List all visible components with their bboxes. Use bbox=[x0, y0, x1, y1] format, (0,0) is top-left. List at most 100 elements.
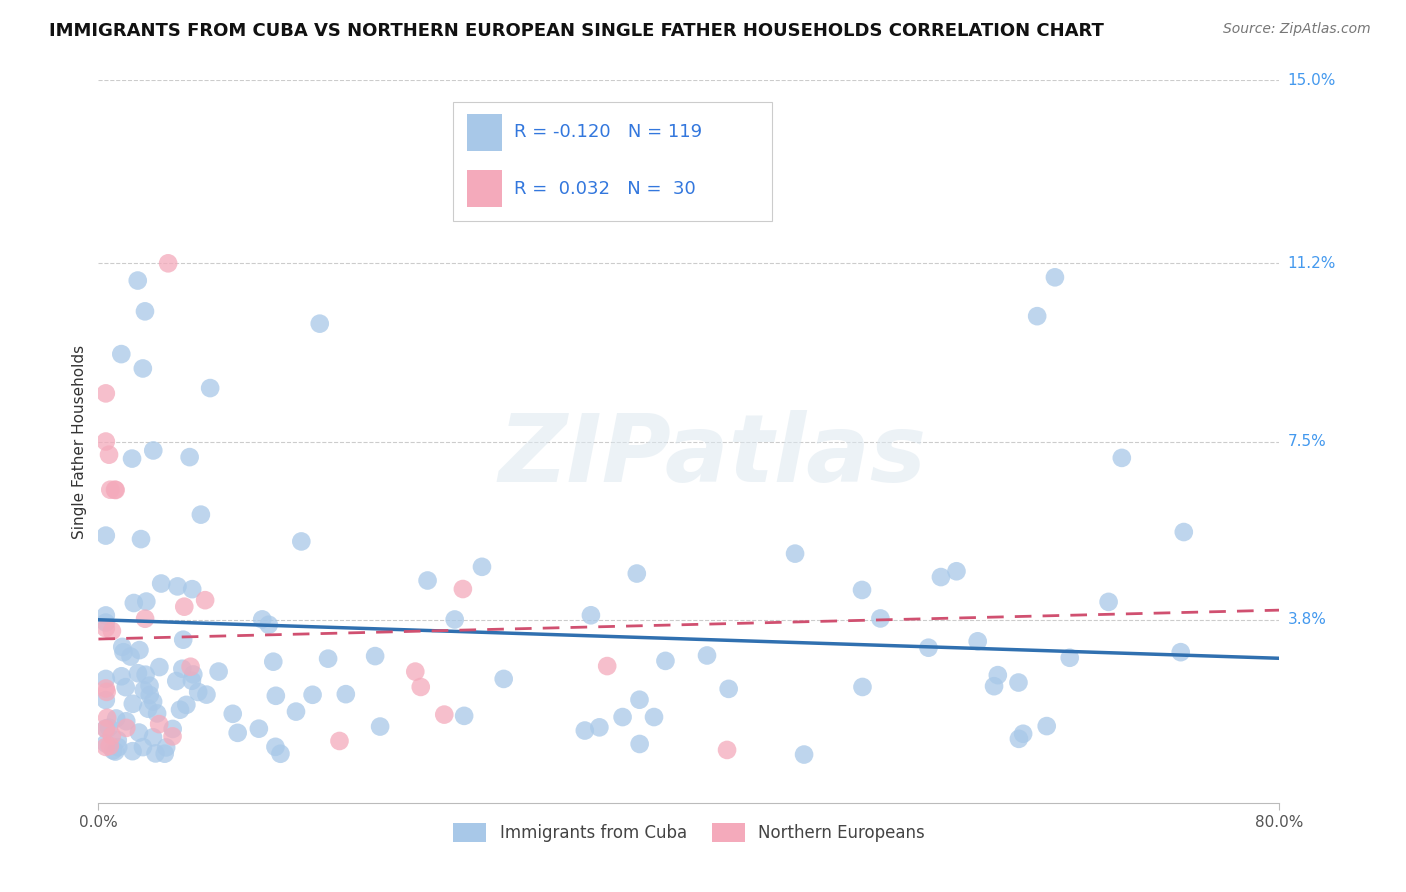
Bar bbox=[467, 113, 502, 151]
Point bbox=[929, 570, 952, 584]
Point bbox=[308, 317, 330, 331]
Point bbox=[222, 706, 245, 721]
Point bbox=[1026, 309, 1049, 323]
Point bbox=[145, 747, 167, 761]
Point bbox=[101, 729, 124, 743]
Point bbox=[96, 685, 118, 699]
Text: 3.8%: 3.8% bbox=[1288, 612, 1327, 627]
Point bbox=[285, 705, 308, 719]
Point bbox=[104, 483, 127, 497]
Point bbox=[783, 547, 806, 561]
Point bbox=[122, 596, 145, 610]
Point bbox=[628, 692, 651, 706]
Point bbox=[198, 381, 221, 395]
Point bbox=[110, 347, 132, 361]
Point bbox=[98, 739, 121, 753]
Point bbox=[135, 667, 157, 681]
Point bbox=[628, 737, 651, 751]
Point bbox=[142, 695, 165, 709]
Point bbox=[226, 726, 249, 740]
Point bbox=[107, 733, 129, 747]
Point bbox=[94, 722, 117, 736]
Point bbox=[96, 711, 118, 725]
Point bbox=[121, 451, 143, 466]
Point bbox=[579, 608, 602, 623]
Legend: Immigrants from Cuba, Northern Europeans: Immigrants from Cuba, Northern Europeans bbox=[446, 816, 932, 848]
Point bbox=[269, 747, 291, 761]
Point bbox=[716, 743, 738, 757]
Point bbox=[451, 582, 474, 596]
Point bbox=[166, 579, 188, 593]
Point bbox=[316, 651, 339, 665]
Point bbox=[264, 689, 287, 703]
Point bbox=[94, 434, 117, 449]
Point bbox=[453, 709, 475, 723]
Point bbox=[105, 711, 128, 725]
Point bbox=[101, 624, 124, 638]
Point bbox=[1012, 727, 1035, 741]
Y-axis label: Single Father Households: Single Father Households bbox=[72, 344, 87, 539]
Point bbox=[328, 734, 350, 748]
Text: 11.2%: 11.2% bbox=[1288, 256, 1336, 271]
Point bbox=[443, 612, 465, 626]
Text: 15.0%: 15.0% bbox=[1288, 73, 1336, 87]
Point bbox=[132, 361, 155, 376]
Point bbox=[134, 304, 156, 318]
Point bbox=[187, 685, 209, 699]
Point bbox=[851, 680, 873, 694]
Point bbox=[98, 721, 121, 735]
Point bbox=[290, 534, 312, 549]
Point bbox=[851, 582, 873, 597]
Point bbox=[626, 566, 648, 581]
Text: R = -0.120   N = 119: R = -0.120 N = 119 bbox=[515, 123, 702, 141]
Point bbox=[1059, 650, 1081, 665]
Point bbox=[364, 649, 387, 664]
Point bbox=[983, 679, 1005, 693]
Point bbox=[98, 448, 121, 462]
Point bbox=[135, 594, 157, 608]
Point bbox=[169, 703, 191, 717]
Point bbox=[1111, 450, 1133, 465]
Point bbox=[643, 710, 665, 724]
Point bbox=[471, 559, 494, 574]
Point bbox=[190, 508, 212, 522]
Point bbox=[134, 612, 156, 626]
Point bbox=[110, 669, 132, 683]
Point bbox=[150, 576, 173, 591]
Point bbox=[94, 739, 117, 754]
Point bbox=[115, 721, 138, 735]
Point bbox=[492, 672, 515, 686]
Point bbox=[146, 706, 169, 721]
Point bbox=[696, 648, 718, 663]
Point bbox=[793, 747, 815, 762]
Point bbox=[157, 256, 180, 270]
Point bbox=[155, 740, 177, 755]
Point bbox=[1035, 719, 1057, 733]
Point bbox=[94, 681, 117, 696]
Point bbox=[101, 743, 124, 757]
Point bbox=[917, 640, 939, 655]
Point bbox=[172, 632, 194, 647]
Point bbox=[129, 532, 152, 546]
FancyBboxPatch shape bbox=[453, 102, 772, 221]
Point bbox=[139, 688, 162, 702]
Point bbox=[301, 688, 323, 702]
Point bbox=[433, 707, 456, 722]
Text: R =  0.032   N =  30: R = 0.032 N = 30 bbox=[515, 179, 696, 198]
Point bbox=[142, 443, 165, 458]
Point bbox=[1170, 645, 1192, 659]
Point bbox=[132, 740, 155, 755]
Point bbox=[172, 662, 194, 676]
Point bbox=[1007, 675, 1029, 690]
Point bbox=[335, 687, 357, 701]
Text: 7.5%: 7.5% bbox=[1288, 434, 1326, 449]
Point bbox=[1008, 731, 1031, 746]
Point bbox=[1043, 270, 1066, 285]
Point bbox=[114, 680, 136, 694]
Point bbox=[180, 659, 202, 673]
Point bbox=[112, 645, 135, 659]
Point bbox=[1097, 595, 1119, 609]
Point bbox=[120, 649, 142, 664]
Point bbox=[508, 145, 530, 160]
Point bbox=[127, 666, 149, 681]
